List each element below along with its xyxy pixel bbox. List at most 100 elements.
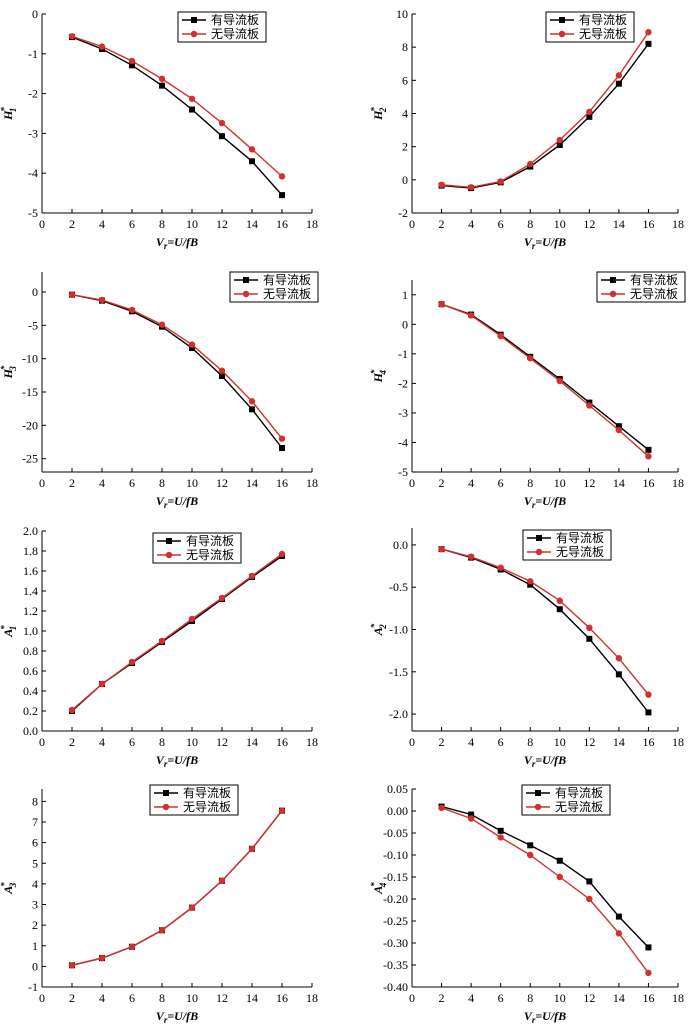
y-tick-label: -0.35 bbox=[383, 958, 408, 972]
x-tick-label: 4 bbox=[468, 217, 474, 231]
legend-label: 有导流板 bbox=[556, 531, 604, 545]
legend-marker-circle bbox=[190, 30, 198, 38]
y-tick-label: -0.25 bbox=[383, 914, 408, 928]
data-point-without-deflector bbox=[556, 136, 563, 144]
legend-label: 有导流板 bbox=[555, 786, 603, 800]
legend-label: 无导流板 bbox=[211, 27, 259, 41]
data-point-without-deflector bbox=[467, 312, 475, 319]
x-tick-label: 8 bbox=[159, 991, 165, 1005]
x-tick-label: 18 bbox=[672, 476, 684, 490]
data-point-without-deflector bbox=[68, 706, 76, 714]
y-tick-label: 2 bbox=[402, 140, 408, 154]
data-point-without-deflector bbox=[68, 962, 76, 969]
y-tick-label: 0.0 bbox=[23, 724, 38, 738]
data-point-without-deflector bbox=[467, 815, 475, 822]
data-point-without-deflector bbox=[497, 178, 504, 185]
x-tick-label: 16 bbox=[276, 735, 288, 749]
legend-label: 有导流板 bbox=[183, 786, 231, 800]
data-point-with-deflector bbox=[219, 373, 225, 379]
x-tick-label: 8 bbox=[527, 991, 533, 1005]
data-point-without-deflector bbox=[645, 691, 652, 698]
y-tick-label: -2 bbox=[398, 206, 408, 220]
data-point-with-deflector bbox=[189, 345, 195, 351]
y-tick-label: -5 bbox=[398, 465, 408, 479]
y-tick-label: 0 bbox=[32, 959, 38, 973]
x-tick-label: 8 bbox=[159, 217, 165, 231]
x-tick-label: 12 bbox=[583, 476, 595, 490]
y-tick-label: -3 bbox=[28, 126, 38, 140]
data-point-without-deflector bbox=[218, 119, 226, 127]
legend-label: 有导流板 bbox=[579, 13, 627, 27]
x-tick-label: 16 bbox=[642, 735, 654, 749]
legend-marker-square bbox=[536, 535, 542, 541]
y-tick-label: 5 bbox=[32, 856, 38, 870]
x-tick-label: 0 bbox=[409, 735, 415, 749]
data-point-with-deflector bbox=[645, 944, 652, 951]
y-tick-label: -5 bbox=[28, 318, 38, 332]
data-point-without-deflector bbox=[527, 578, 534, 585]
x-tick-label: 4 bbox=[99, 476, 105, 490]
x-tick-label: 8 bbox=[527, 476, 533, 490]
data-point-without-deflector bbox=[527, 851, 534, 859]
data-point-without-deflector bbox=[158, 637, 166, 645]
y-tick-label: -3 bbox=[398, 406, 408, 420]
x-tick-label: 10 bbox=[554, 735, 566, 749]
x-tick-label: 2 bbox=[69, 476, 75, 490]
x-tick-label: 10 bbox=[554, 217, 566, 231]
data-point-without-deflector bbox=[158, 927, 166, 934]
x-tick-label: 16 bbox=[642, 476, 654, 490]
data-point-without-deflector bbox=[645, 29, 652, 36]
chart-panel-2: 0 2 4 6 8 10 12 14 16 181086420-2Vr=U/fBH*2有导流板无导… bbox=[369, 7, 684, 251]
series-line-with-deflector bbox=[441, 805, 649, 948]
x-tick-label: 16 bbox=[276, 217, 288, 231]
chart-panel-1: 0 2 4 6 8 10 12 14 16 18 0 -1 -2 -3 -4 -5 Vr=U/fB H*1 有导流板… bbox=[0, 7, 318, 251]
x-tick-label: 6 bbox=[129, 991, 135, 1005]
x-tick-label: 12 bbox=[583, 991, 595, 1005]
data-point-without-deflector bbox=[188, 615, 196, 623]
legend-marker-circle bbox=[242, 290, 250, 298]
data-point-with-deflector bbox=[219, 133, 225, 140]
y-tick-label: -2 bbox=[398, 376, 408, 390]
x-tick-label: 12 bbox=[583, 217, 595, 231]
data-point-without-deflector bbox=[615, 72, 623, 79]
x-tick-label: 0 bbox=[39, 476, 45, 490]
x-tick-label: 6 bbox=[498, 735, 504, 749]
y-tick-label: 1.2 bbox=[23, 604, 38, 618]
legend-label: 有导流板 bbox=[186, 534, 234, 548]
legend-label: 有导流板 bbox=[630, 273, 678, 287]
y-axis-label: A*3 bbox=[0, 882, 18, 895]
x-tick-label: 12 bbox=[216, 735, 228, 749]
x-tick-label: 4 bbox=[468, 476, 474, 490]
data-point-without-deflector bbox=[128, 57, 136, 65]
data-point-without-deflector bbox=[586, 624, 593, 632]
data-point-with-deflector bbox=[586, 635, 593, 642]
y-tick-label: 1.8 bbox=[23, 544, 38, 558]
series-line-with-deflector bbox=[441, 548, 649, 713]
data-point-without-deflector bbox=[615, 426, 623, 434]
x-axis-label: Vr=U/fB bbox=[156, 235, 198, 251]
x-tick-label: 0 bbox=[39, 735, 45, 749]
legend-marker-circle bbox=[535, 548, 543, 556]
data-point-without-deflector bbox=[188, 341, 196, 348]
data-point-without-deflector bbox=[68, 33, 76, 40]
series-line-with-deflector bbox=[71, 36, 283, 196]
y-tick-label: 0.4 bbox=[23, 684, 38, 698]
data-point-without-deflector bbox=[248, 398, 256, 405]
x-tick-label: 0 bbox=[39, 217, 45, 231]
data-point-without-deflector bbox=[278, 807, 286, 814]
x-tick-label: 10 bbox=[186, 735, 198, 749]
y-tick-label: -0.20 bbox=[383, 892, 408, 906]
x-tick-label: 16 bbox=[276, 476, 288, 490]
legend-label: 有导流板 bbox=[263, 273, 311, 287]
data-point-without-deflector bbox=[98, 296, 106, 304]
data-point-with-deflector bbox=[129, 62, 135, 69]
data-point-without-deflector bbox=[128, 306, 136, 314]
data-point-without-deflector bbox=[467, 184, 475, 191]
data-point-without-deflector bbox=[556, 597, 563, 604]
series-line-without-deflector bbox=[441, 303, 649, 457]
y-tick-label: -0.40 bbox=[383, 980, 408, 994]
y-tick-label: 1 bbox=[402, 288, 408, 302]
data-point-without-deflector bbox=[158, 75, 166, 83]
legend-label: 无导流板 bbox=[186, 548, 234, 562]
